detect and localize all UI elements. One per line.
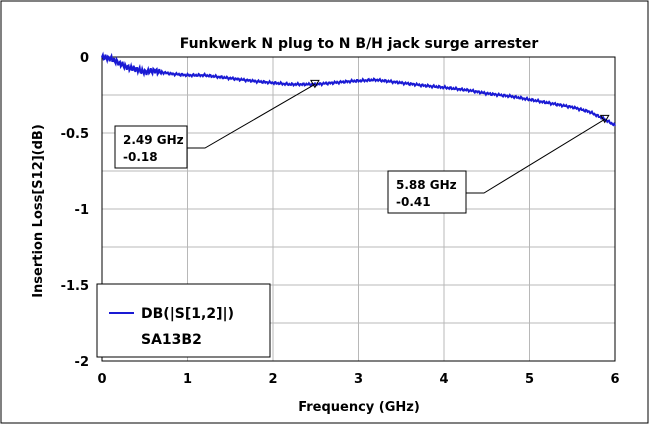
marker-frequency-label: 5.88 GHz: [396, 178, 457, 192]
x-tick-label: 5: [525, 372, 534, 387]
series-point: [349, 80, 351, 83]
x-tick-label: 2: [268, 372, 277, 387]
chart-title: Funkwerk N plug to N B/H jack surge arre…: [180, 36, 539, 52]
series-point: [468, 89, 471, 92]
x-axis-title: Frequency (GHz): [298, 400, 420, 415]
series-point: [511, 95, 514, 98]
series-point: [332, 82, 334, 84]
series-point: [545, 101, 548, 104]
x-tick-label: 1: [183, 372, 192, 387]
marker-value-label: -0.18: [123, 150, 158, 164]
marker-callout-box: [114, 125, 188, 169]
series-point: [203, 74, 206, 77]
y-tick-label: 0: [80, 51, 89, 66]
marker-leader-line: [466, 118, 606, 194]
series-point: [126, 66, 129, 69]
series-point: [101, 56, 103, 58]
series-point: [571, 106, 574, 108]
legend-series-subname: SA13B2: [141, 332, 202, 348]
y-tick-label: -0.5: [61, 127, 89, 142]
series-point: [289, 83, 291, 86]
series-point: [374, 79, 377, 81]
series-point: [152, 69, 155, 72]
series-layer: [101, 51, 616, 127]
series-point: [118, 62, 120, 64]
series-point: [229, 77, 232, 80]
y-tick-label: -1.5: [61, 279, 89, 294]
x-tick-label: 4: [439, 372, 448, 387]
legend-box: [96, 283, 271, 358]
marker-leader-line: [187, 83, 316, 149]
marker-callout-box: [387, 170, 467, 214]
series-point: [485, 92, 488, 95]
tick-layer: 0 1 2 3 4 5 6 0 -0.5 -1 -1.5 -2: [61, 51, 620, 387]
x-tick-label: 0: [97, 372, 106, 387]
series-point: [109, 57, 112, 60]
series-point: [135, 68, 137, 70]
series-point: [400, 82, 403, 84]
marker-triangle-icon: [599, 114, 610, 124]
y-tick-label: -2: [75, 355, 89, 370]
series-point: [272, 82, 274, 84]
series-point: [528, 98, 531, 101]
series-point: [614, 124, 616, 127]
x-tick-label: 3: [354, 372, 363, 387]
x-tick-label: 6: [610, 372, 619, 387]
marker-value-label: -0.41: [396, 195, 431, 209]
series-point: [186, 74, 189, 77]
series-point: [588, 110, 591, 113]
legend-series-name: DB(|S[1,2]|): [141, 306, 234, 322]
plot-border: [101, 56, 616, 362]
marker-layer: 2.49 GHz -0.18 5.88 GHz -0.41: [114, 79, 610, 214]
series-point: [443, 86, 445, 89]
legend: DB(|S[1,2]|) SA13B2: [96, 283, 271, 358]
marker-frequency-label: 2.49 GHz: [123, 133, 184, 147]
series-point: [169, 72, 172, 75]
series-point: [426, 85, 428, 87]
series-point: [143, 71, 146, 73]
marker-triangle-icon: [310, 79, 320, 89]
y-axis-title: Insertion Loss[S12](dB): [31, 124, 46, 298]
series-point: [255, 80, 257, 83]
y-tick-label: -1: [75, 203, 89, 218]
